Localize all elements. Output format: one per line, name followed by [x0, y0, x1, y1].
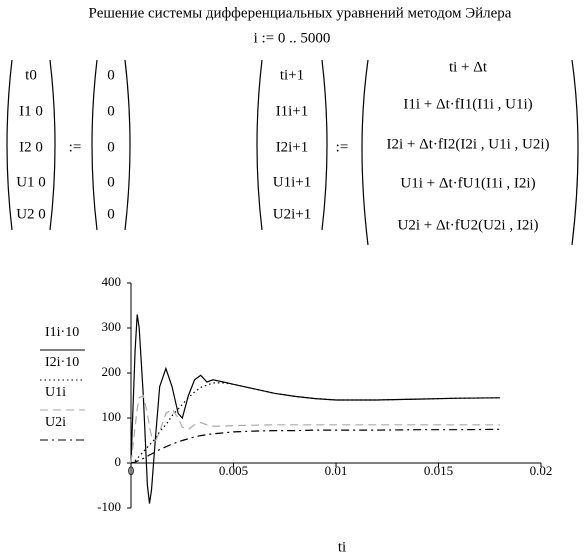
legend-label: U2i	[45, 415, 66, 430]
title: Решение системы дифференциальных уравнен…	[89, 5, 512, 21]
range: i := 0 .. 5000	[254, 30, 331, 46]
legend-label: I2i·10	[45, 355, 79, 370]
variable: I2i+1	[276, 139, 309, 155]
variable: ti+1	[280, 67, 304, 83]
expression: I1i + Δt·fI1(I1i , U1i)	[403, 96, 532, 112]
y-tick-label: 0	[115, 454, 122, 469]
legend-label: I1i·10	[45, 325, 79, 340]
variable: U1 0	[16, 174, 46, 190]
x-tick-label: 0	[128, 463, 135, 478]
y-tick-label: 400	[102, 274, 122, 289]
y-tick-label: 300	[102, 319, 122, 334]
variable: I1 0	[19, 103, 43, 119]
bracket	[124, 59, 131, 231]
x-axis-label: ti	[338, 539, 346, 555]
value: 0	[107, 206, 115, 222]
series-line	[130, 428, 501, 464]
series-line	[130, 314, 501, 504]
expression: U2i + Δt·fU2(U2i , I2i)	[398, 217, 539, 233]
expression: U1i + Δt·fU1(I1i , I2i)	[400, 175, 535, 191]
legend-label: U1i	[45, 385, 66, 400]
y-tick-label: 200	[102, 364, 122, 379]
bracket	[361, 59, 369, 246]
bracket	[321, 59, 328, 231]
bracket	[49, 59, 56, 231]
value: 0	[107, 103, 115, 119]
variable: I1i+1	[276, 103, 309, 119]
x-tick-label: 0.015	[424, 463, 453, 478]
expression: I2i + Δt·fI2(I2i , U1i , U2i)	[386, 136, 549, 152]
series-line	[130, 382, 501, 464]
assign: :=	[336, 139, 349, 155]
expression: ti + Δt	[449, 59, 488, 75]
bracket	[91, 59, 98, 231]
variable: U2 0	[16, 206, 46, 222]
y-tick-label: 100	[102, 409, 122, 424]
assign: :=	[69, 139, 82, 155]
variable: I2 0	[19, 139, 43, 155]
value: 0	[107, 139, 115, 155]
series-line	[130, 394, 500, 464]
variable: U1i+1	[273, 174, 311, 190]
bracket	[256, 59, 263, 231]
x-tick-label: 0.005	[219, 463, 248, 478]
x-tick-label: 0.01	[325, 463, 348, 478]
bracket	[6, 59, 13, 231]
value: 0	[107, 67, 115, 83]
bracket	[571, 59, 579, 246]
x-tick-label: 0.02	[530, 463, 553, 478]
y-tick-label: -100	[97, 499, 121, 514]
variable: U2i+1	[273, 206, 311, 222]
variable: t0	[25, 67, 37, 83]
value: 0	[107, 174, 115, 190]
